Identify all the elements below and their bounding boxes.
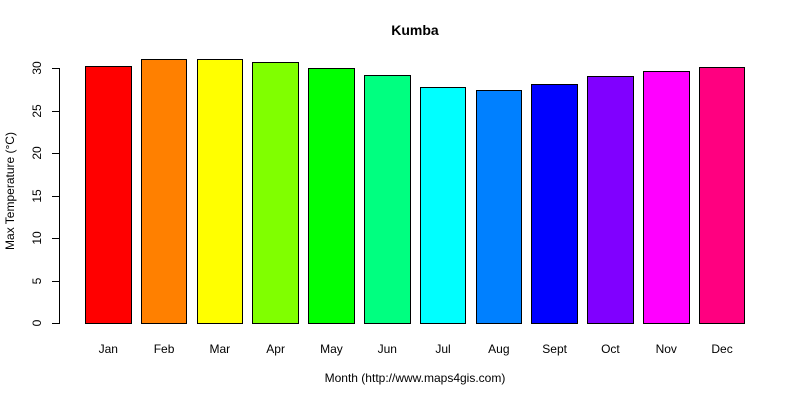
bar-dec: [698, 67, 746, 325]
bar-nov: [643, 70, 690, 325]
x-tick-label: Jul: [435, 342, 451, 356]
y-tick-mark: [52, 238, 59, 240]
bar-apr: [252, 62, 299, 325]
y-tick-label: 10: [30, 231, 44, 245]
y-tick-label: 25: [30, 104, 44, 118]
y-tick-mark: [52, 153, 59, 155]
y-tick-label: 30: [30, 61, 44, 75]
x-tick-label: Feb: [153, 342, 175, 356]
y-tick-mark: [52, 280, 59, 282]
x-tick-label: Jan: [98, 342, 118, 356]
bar-jan: [85, 65, 132, 325]
bar-jul: [419, 87, 467, 325]
y-axis-line: [59, 68, 60, 325]
y-tick-text: 20: [30, 146, 44, 160]
y-tick-text: 30: [30, 61, 44, 75]
x-axis-label: Month (http://www.maps4gis.com): [324, 371, 506, 385]
y-tick-text: 10: [30, 231, 44, 245]
y-tick-text: 0: [30, 319, 44, 327]
y-tick-label: 15: [30, 189, 44, 203]
x-tick-label: Nov: [655, 342, 677, 356]
x-tick-label: Oct: [601, 342, 620, 356]
bar-sept: [531, 84, 578, 325]
x-tick-label: Jun: [377, 342, 397, 356]
chart-title: Kumba: [391, 22, 439, 38]
y-tick-text: 25: [30, 104, 44, 118]
y-tick-text: 5: [30, 277, 44, 285]
bar-jun: [364, 75, 411, 325]
x-tick-label: May: [320, 342, 343, 356]
x-tick-label: Dec: [711, 342, 733, 356]
x-tick-label: Sept: [542, 342, 567, 356]
y-tick-mark: [52, 195, 59, 197]
x-tick-label: Mar: [209, 342, 231, 356]
x-tick-label: Aug: [488, 342, 510, 356]
y-tick-label: 0: [30, 316, 44, 330]
bar-feb: [140, 58, 188, 325]
bar-mar: [196, 58, 244, 325]
x-tick-label: Apr: [266, 342, 285, 356]
y-tick-mark: [52, 323, 59, 325]
y-axis-label: Max Temperature (°C): [3, 132, 17, 250]
bar-aug: [475, 90, 523, 325]
y-tick-mark: [52, 110, 59, 112]
y-tick-mark: [52, 68, 59, 70]
bar-oct: [587, 75, 634, 325]
bar-may: [308, 68, 355, 325]
y-tick-text: 15: [30, 189, 44, 203]
y-tick-label: 5: [30, 274, 44, 288]
y-tick-label: 20: [30, 146, 44, 160]
